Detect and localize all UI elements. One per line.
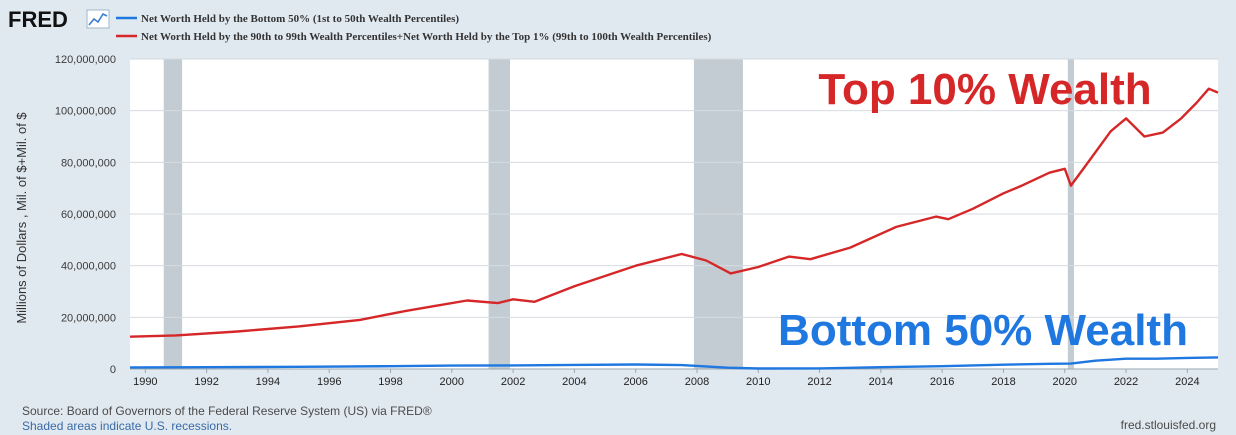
legend-label-bottom50: Net Worth Held by the Bottom 50% (1st to…	[141, 13, 459, 25]
x-tick-label: 2008	[685, 376, 709, 388]
y-tick-label: 40,000,000	[61, 261, 116, 273]
line-chart-icon	[86, 9, 110, 29]
x-tick-label: 2004	[562, 376, 586, 388]
x-tick-label: 2022	[1114, 376, 1138, 388]
site-link[interactable]: fred.stlouisfed.org	[1121, 418, 1216, 432]
y-tick-label: 0	[110, 364, 116, 376]
x-tick-label: 2024	[1175, 376, 1199, 388]
series-line-top10	[129, 87, 1219, 338]
y-tick-label: 100,000,000	[55, 106, 116, 118]
series-line-bottom50	[129, 356, 1219, 370]
x-tick-label: 1998	[378, 376, 402, 388]
y-axis-ticks: 0 20,000,000 40,000,000 60,000,000 80,000,00…	[55, 54, 116, 376]
y-tick-label: 60,000,000	[61, 209, 116, 221]
series-lines	[129, 87, 1219, 370]
x-tick-label: 2002	[501, 376, 525, 388]
x-tick-label: 2014	[869, 376, 893, 388]
x-tick-label: 2006	[623, 376, 647, 388]
y-tick-label: 120,000,000	[55, 54, 116, 66]
x-axis-ticks: 1990 1992 1994 1996 1998 2000 2002 2004 2006 2008…	[130, 368, 1218, 388]
annotation-top10: Top 10% Wealth	[818, 65, 1151, 114]
y-tick-label: 80,000,000	[61, 157, 116, 169]
x-tick-label: 2012	[807, 376, 831, 388]
x-tick-label: 1990	[133, 376, 157, 388]
annotations: Top 10% Wealth Bottom 50% Wealth	[778, 65, 1188, 355]
annotation-bottom50: Bottom 50% Wealth	[778, 306, 1188, 355]
legend-label-top10: Net Worth Held by the 90th to 99th Wealt…	[141, 31, 712, 43]
x-tick-label: 2018	[991, 376, 1015, 388]
y-tick-label: 20,000,000	[61, 312, 116, 324]
legend: Net Worth Held by the Bottom 50% (1st to…	[116, 13, 712, 43]
x-tick-label: 1994	[256, 376, 280, 388]
y-axis-title: Millions of Dollars , Mil. of $+Mil. of …	[14, 112, 29, 324]
x-tick-label: 2000	[440, 376, 464, 388]
source-note: Source: Board of Governors of the Federa…	[22, 404, 432, 418]
x-tick-label: 2020	[1053, 376, 1077, 388]
x-tick-label: 2010	[746, 376, 770, 388]
x-tick-label: 2016	[930, 376, 954, 388]
recession-note[interactable]: Shaded areas indicate U.S. recessions.	[22, 419, 232, 433]
x-tick-label: 1992	[194, 376, 218, 388]
fred-logo[interactable]: FRED	[8, 7, 68, 32]
x-tick-label: 1996	[317, 376, 341, 388]
